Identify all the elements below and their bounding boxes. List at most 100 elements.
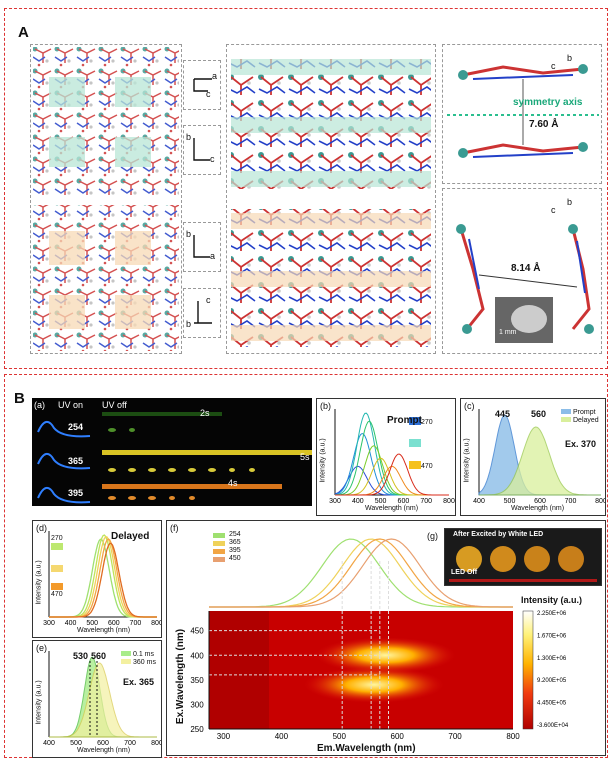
prompt-xtick: 400 (352, 498, 364, 505)
duration-4s: 4s (228, 478, 238, 488)
axis-label-c: c (206, 89, 211, 99)
prompt-series-line (334, 420, 449, 496)
subpanel-a-label: (a) (34, 400, 45, 410)
delayed-legend-swatch (51, 543, 63, 550)
excitation-370: Ex. 370 (565, 439, 597, 449)
time-xtick: 800 (151, 740, 161, 747)
dimer-closeup-bottom (456, 224, 594, 343)
legend-prompt: Prompt (573, 409, 596, 416)
symmetry-axis-label: symmetry axis (513, 97, 583, 108)
time-series-360ms (49, 662, 157, 738)
legend-0-1ms-swatch (121, 651, 131, 656)
legend-254: 254 (229, 531, 241, 538)
compare-xtick: 400 (473, 498, 485, 505)
legend-delayed-swatch (561, 417, 571, 422)
legend-395: 395 (229, 547, 241, 554)
compare-xlabel: Wavelength (nm) (511, 505, 565, 512)
top-legend-swatch (213, 533, 225, 538)
map-xtick: 700 (448, 732, 462, 741)
axis-label-b: b (186, 132, 192, 142)
subpanel-c-label: (c) (464, 401, 475, 411)
delayed-legend-swatch (51, 565, 63, 572)
axis-label-c2: c (210, 154, 215, 164)
map-xtick: 500 (333, 732, 347, 741)
legend-365: 365 (229, 539, 241, 546)
uv-on-label: UV on (58, 400, 84, 410)
axis-label-b6: b (567, 197, 573, 207)
map-xtick: 800 (506, 732, 520, 741)
map-ytick: 300 (190, 700, 204, 709)
axis-label-c6: c (551, 205, 556, 215)
delayed-title: Delayed (111, 531, 150, 542)
map-ytick: 350 (190, 676, 204, 685)
prompt-ylabel: Intensity (a.u.) (319, 438, 327, 483)
closeup-top: symmetry axis 7.60 Å b c (442, 44, 602, 184)
excitation-365b: Ex. 365 (123, 677, 155, 687)
axis-box-2: b c (183, 125, 221, 175)
colorbar-tick: -3.600E+04 (537, 723, 569, 729)
chart-time-resolved: (e) 400 500 600 700 800 530 560 0.1 ms 360 m… (32, 640, 162, 758)
delayed-xtick: 300 (43, 620, 55, 627)
photo-g-title: After Excited by White LED (453, 531, 544, 538)
time-ylabel: Intensity (a.u.) (35, 680, 43, 725)
prompt-xtick: 800 (443, 498, 455, 505)
map-ytick: 250 (190, 725, 204, 734)
top-legend-swatch (213, 541, 225, 546)
excitation-365: 365 (68, 456, 84, 466)
delayed-series-line (49, 534, 157, 618)
prompt-xtick: 500 (375, 498, 387, 505)
map-xtick: 400 (275, 732, 289, 741)
closeup-bottom: 8.14 Å 1 mm b c (442, 188, 602, 354)
peak-560b: 560 (91, 651, 107, 661)
subpanel-e-label: (e) (36, 643, 47, 653)
panel-a-frame (4, 8, 608, 369)
distance-label-2: 8.14 Å (511, 263, 541, 274)
legend-prompt-swatch (561, 409, 571, 414)
delayed-xtick: 600 (108, 620, 120, 627)
crystal-view-middle (226, 44, 436, 354)
top-legend-swatch (213, 557, 225, 562)
compare-xtick: 500 (504, 498, 516, 505)
chart-delayed: (d) 300 400 500 600 700 800 Delayed 270 470 W… (32, 520, 162, 638)
legend-450: 450 (229, 555, 241, 562)
subpanel-b-label: (b) (320, 401, 331, 411)
uv-off-label: UV off (102, 400, 127, 410)
map-ylabel: Ex.Wavelength (nm) (175, 628, 187, 725)
colorbar (522, 610, 534, 730)
subpanel-f-label: (f) (170, 523, 179, 533)
compare-xtick: 600 (534, 498, 546, 505)
legend-0-1ms: 0.1 ms (133, 651, 155, 658)
compare-ylabel: Intensity (a.u.) (463, 438, 471, 483)
colorbar-tick: 1.300E+06 (537, 656, 567, 662)
panel-b-frame (4, 374, 608, 758)
axis-label-b4: b (186, 319, 192, 329)
delayed-xtick: 500 (86, 620, 98, 627)
delayed-legend-top: 270 (51, 535, 63, 542)
top-spectrum-line (209, 538, 513, 608)
legend-360ms: 360 ms (133, 659, 156, 666)
colorbar-title: Intensity (a.u.) (521, 595, 583, 605)
time-xtick: 400 (43, 740, 55, 747)
prompt-xlabel: Wavelength (nm) (365, 505, 419, 512)
delayed-xtick: 400 (65, 620, 77, 627)
excitation-395: 395 (68, 488, 84, 498)
time-xtick: 700 (124, 740, 136, 747)
photo-g-samples (449, 546, 597, 582)
colorbar-tick: 9.200E+05 (537, 678, 567, 684)
delayed-xlabel: Wavelength (nm) (77, 627, 131, 634)
time-spectra-svg: 400 500 600 700 800 (43, 651, 161, 747)
panel-a-label: A (18, 24, 29, 41)
delayed-series-line (49, 538, 157, 618)
delayed-legend-bottom: 470 (51, 591, 63, 598)
axis-box-3: b a (183, 222, 221, 272)
delayed-area (479, 426, 601, 496)
prompt-legend-swatch (409, 417, 421, 425)
peak-445: 445 (495, 409, 511, 419)
axis-label-c5: c (551, 61, 556, 71)
prompt-legend-bottom: 470 (421, 463, 433, 470)
prompt-legend-swatch (409, 439, 421, 447)
subpanel-g-label: (g) (427, 531, 438, 541)
peak-530: 530 (73, 651, 89, 661)
time-xtick: 600 (97, 740, 109, 747)
delayed-series-line (49, 542, 157, 618)
